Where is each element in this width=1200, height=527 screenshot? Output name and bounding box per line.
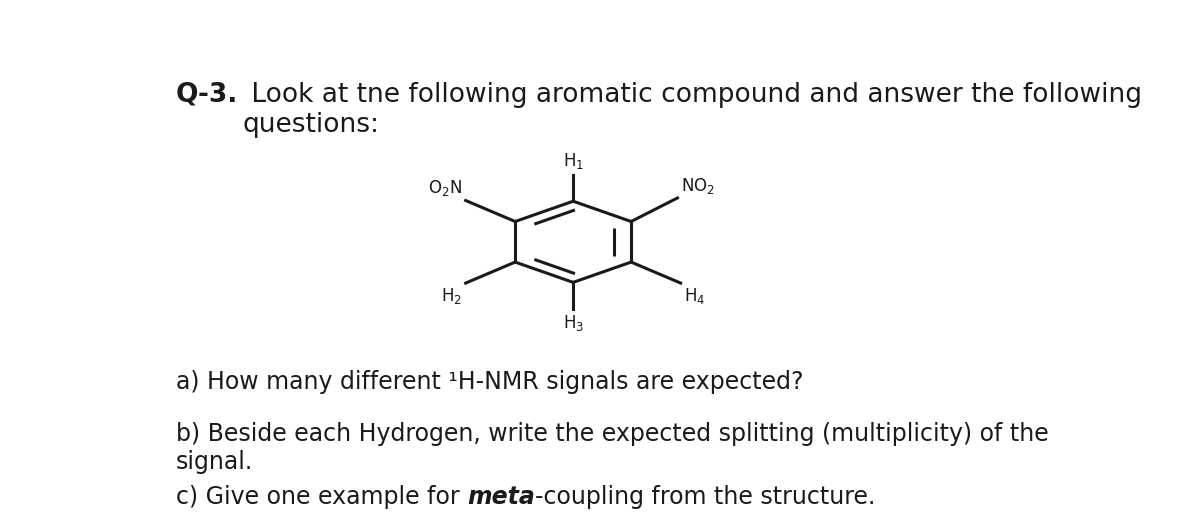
Text: -coupling from the structure.: -coupling from the structure.	[535, 485, 876, 509]
Text: H$_3$: H$_3$	[563, 313, 583, 333]
Text: O$_2$N: O$_2$N	[428, 178, 462, 198]
Text: meta: meta	[467, 485, 535, 509]
Text: c) Give one example for: c) Give one example for	[176, 485, 467, 509]
Text: H$_1$: H$_1$	[563, 151, 583, 171]
Text: a) How many different ¹H-NMR signals are expected?: a) How many different ¹H-NMR signals are…	[176, 369, 804, 394]
Text: Q-3.: Q-3.	[176, 82, 239, 108]
Text: Look at tne following aromatic compound and answer the following
questions:: Look at tne following aromatic compound …	[242, 82, 1142, 138]
Text: NO$_2$: NO$_2$	[682, 175, 715, 196]
Text: H$_4$: H$_4$	[684, 286, 706, 306]
Text: H$_2$: H$_2$	[440, 286, 462, 306]
Text: b) Beside each Hydrogen, write the expected splitting (multiplicity) of the
sign: b) Beside each Hydrogen, write the expec…	[176, 422, 1049, 474]
